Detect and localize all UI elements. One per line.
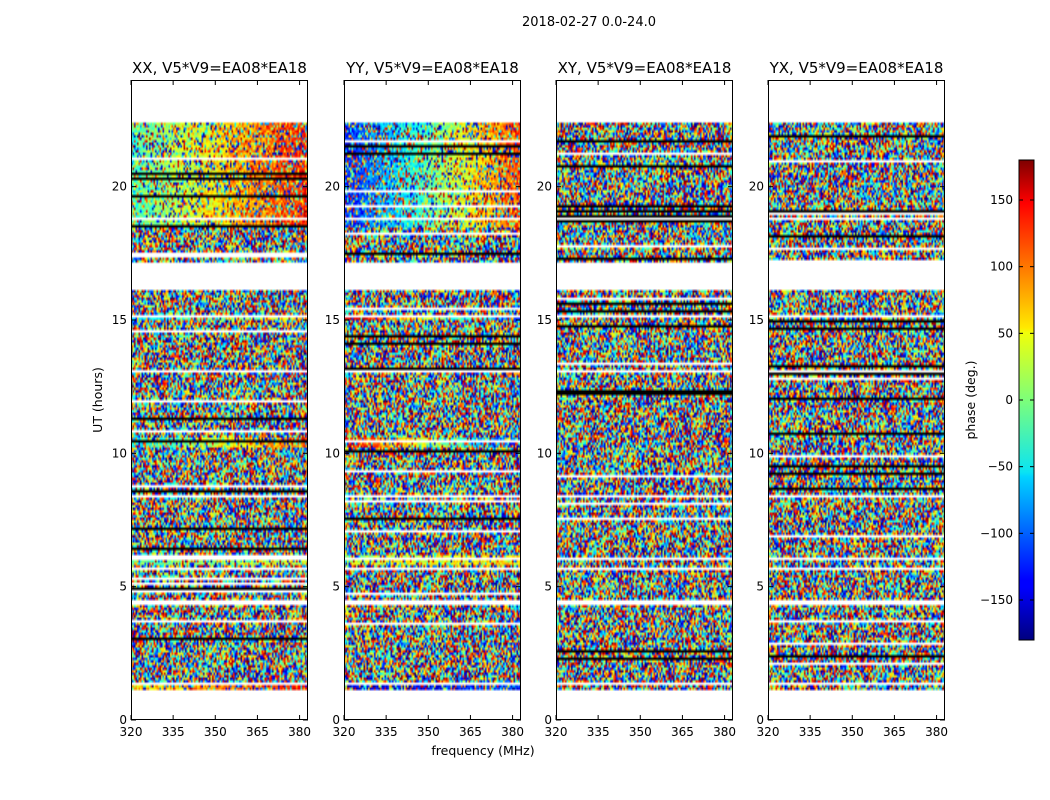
panel-frame [344,80,521,720]
phase-image [131,80,308,720]
y-tick-label: 5 [756,580,764,594]
x-tick-label: 350 [841,725,864,739]
y-tick-label: 5 [544,580,552,594]
panel-2: YY, V5*V9=EA08*EA18 320 335 350 365 380 0 5 10 15… [325,59,524,739]
y-tick-label: 10 [749,446,764,460]
panels: XX, V5*V9=EA08*EA18 320 335 350 365 380 0 5 10 15… [112,59,948,739]
panel-3: XY, V5*V9=EA08*EA18 320 335 350 365 380 0 5 10 15… [537,59,736,739]
panel-1: XX, V5*V9=EA08*EA18 320 335 350 365 380 0 5 10 15… [112,59,311,739]
colorbar-tick-label: −100 [980,526,1013,540]
colorbar-tick-label: −150 [980,593,1013,607]
x-tick-label: 380 [288,725,311,739]
x-axis-label: frequency (MHz) [431,743,534,758]
y-tick-label: 20 [749,180,764,194]
panel-title: YX, V5*V9=EA08*EA18 [769,59,944,77]
y-tick-label: 5 [332,580,340,594]
y-tick-label: 10 [112,446,127,460]
y-tick-label: 10 [325,446,340,460]
x-tick-label: 365 [883,725,906,739]
x-tick-label: 320 [545,725,568,739]
colorbar-tick-label: −50 [988,460,1013,474]
x-tick-label: 380 [925,725,948,739]
panel-frame [556,80,733,720]
x-tick-label: 350 [417,725,440,739]
y-tick-label: 0 [119,713,127,727]
colorbar-tick-label: 100 [990,260,1013,274]
y-tick-label: 0 [756,713,764,727]
panel-frame [131,80,308,720]
colorbar-tick-label: 50 [998,326,1013,340]
y-tick-label: 0 [544,713,552,727]
colorbar-label: phase (deg.) [963,361,978,440]
y-tick-label: 20 [112,180,127,194]
phase-image [344,80,521,720]
x-tick-label: 365 [671,725,694,739]
panel-title: YY, V5*V9=EA08*EA18 [345,59,519,77]
y-tick-label: 10 [537,446,552,460]
x-tick-label: 335 [799,725,822,739]
x-tick-label: 365 [459,725,482,739]
y-tick-label: 5 [119,580,127,594]
x-tick-label: 335 [587,725,610,739]
x-tick-label: 350 [204,725,227,739]
x-tick-label: 380 [501,725,524,739]
x-tick-label: 365 [246,725,269,739]
x-tick-label: 320 [120,725,143,739]
phase-image [556,80,733,720]
y-tick-label: 15 [749,313,764,327]
x-tick-label: 335 [162,725,185,739]
phase-image [768,80,945,720]
x-tick-label: 320 [333,725,356,739]
colorbar: −150 −100 −50 0 50 100 150 phase (deg.) [963,159,1035,641]
x-tick-label: 380 [713,725,736,739]
colorbar-tick-label: 0 [1005,393,1013,407]
y-tick-label: 20 [537,180,552,194]
x-tick-label: 320 [757,725,780,739]
panel-4: YX, V5*V9=EA08*EA18 320 335 350 365 380 0 5 10 15… [749,59,948,739]
y-tick-label: 20 [325,180,340,194]
y-tick-label: 15 [537,313,552,327]
colorbar-tick-label: 150 [990,193,1013,207]
y-tick-label: 15 [325,313,340,327]
y-tick-label: 15 [112,313,127,327]
y-axis-label: UT (hours) [90,367,105,433]
panel-title: XX, V5*V9=EA08*EA18 [132,59,307,77]
panel-title: XY, V5*V9=EA08*EA18 [558,59,732,77]
x-tick-label: 335 [375,725,398,739]
y-tick-label: 0 [332,713,340,727]
x-tick-label: 350 [629,725,652,739]
panel-frame [768,80,945,720]
figure-suptitle: 2018-02-27 0.0-24.0 [522,15,656,30]
colorbar-ticks: −150 −100 −50 0 50 100 150 [980,193,1034,607]
